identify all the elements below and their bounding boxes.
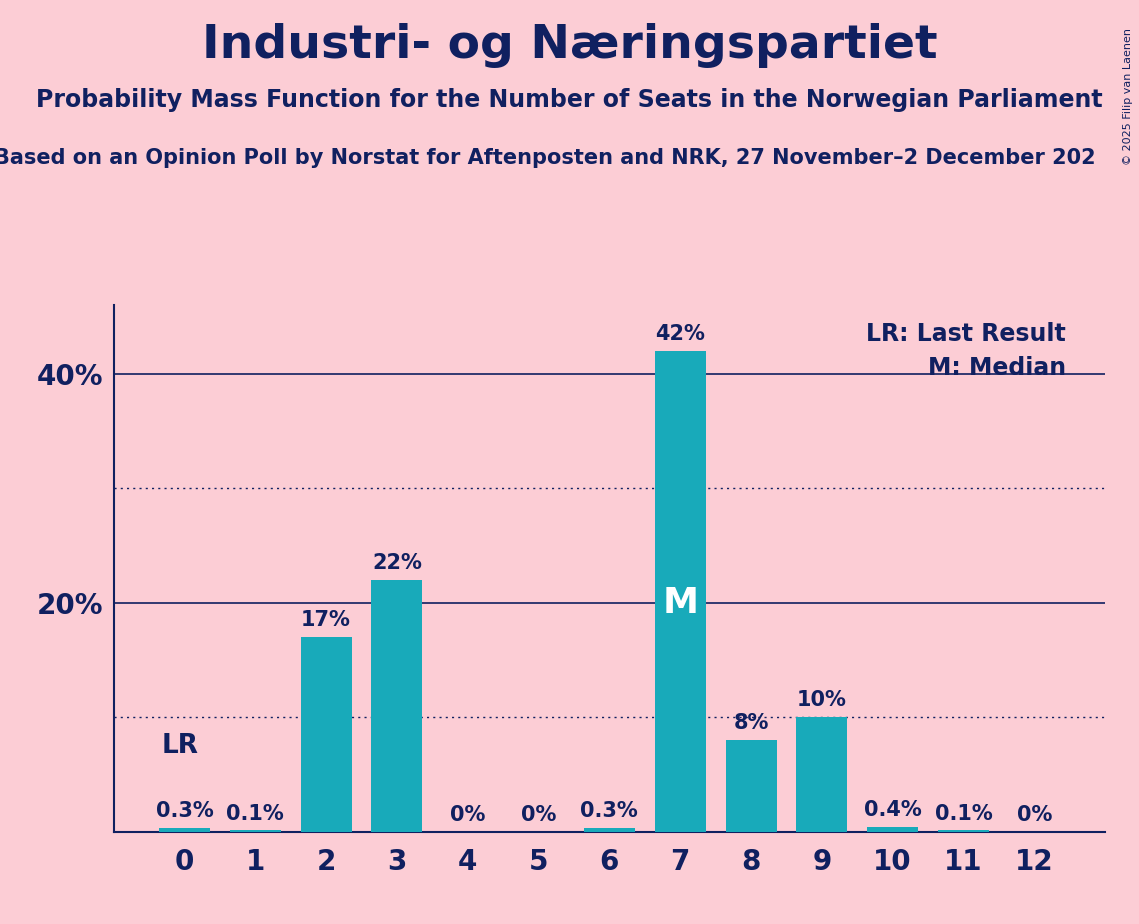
Text: M: M — [662, 586, 698, 620]
Bar — [371, 579, 423, 832]
Text: 0%: 0% — [450, 805, 485, 825]
Bar — [584, 828, 634, 832]
Bar — [796, 717, 847, 832]
Text: 8%: 8% — [734, 713, 769, 733]
Text: LR: Last Result: LR: Last Result — [867, 322, 1066, 346]
Bar — [867, 827, 918, 832]
Text: Industri- og Næringspartiet: Industri- og Næringspartiet — [202, 23, 937, 68]
Bar — [301, 637, 352, 832]
Text: 0.3%: 0.3% — [156, 801, 213, 821]
Bar — [939, 831, 989, 832]
Text: M: Median: M: Median — [928, 357, 1066, 381]
Text: 0%: 0% — [1017, 805, 1052, 825]
Bar — [230, 831, 280, 832]
Text: 42%: 42% — [655, 323, 705, 344]
Bar — [159, 828, 210, 832]
Text: 10%: 10% — [797, 690, 846, 711]
Text: 0.3%: 0.3% — [581, 801, 638, 821]
Text: 22%: 22% — [372, 553, 421, 573]
Text: Probability Mass Function for the Number of Seats in the Norwegian Parliament: Probability Mass Function for the Number… — [36, 88, 1103, 112]
Text: Based on an Opinion Poll by Norstat for Aftenposten and NRK, 27 November–2 Decem: Based on an Opinion Poll by Norstat for … — [0, 148, 1096, 168]
Text: © 2025 Filip van Laenen: © 2025 Filip van Laenen — [1123, 28, 1133, 164]
Text: 0.1%: 0.1% — [227, 804, 284, 823]
Text: 17%: 17% — [301, 610, 351, 630]
Text: 0.4%: 0.4% — [863, 800, 921, 821]
Text: 0%: 0% — [521, 805, 556, 825]
Text: 0.1%: 0.1% — [935, 804, 992, 823]
Bar — [655, 351, 706, 832]
Bar — [726, 740, 777, 832]
Text: LR: LR — [162, 733, 199, 759]
